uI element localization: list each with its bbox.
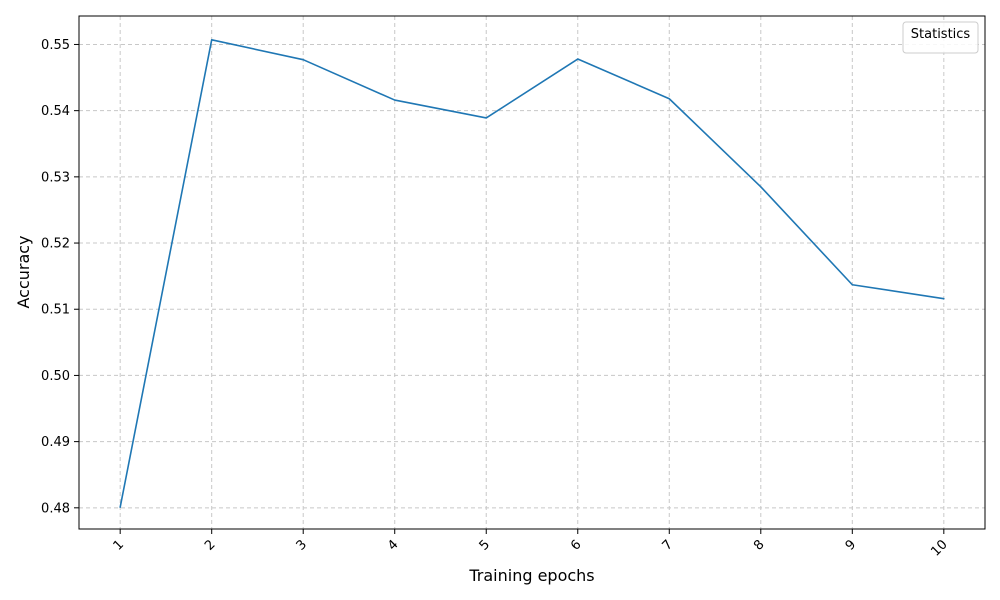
y-tick-label: 0.52 bbox=[41, 237, 70, 252]
x-tick-label: 4 bbox=[385, 537, 401, 553]
legend: Statistics bbox=[902, 21, 979, 54]
x-tick-label: 2 bbox=[202, 537, 218, 553]
y-tick-label: 0.50 bbox=[41, 369, 70, 384]
series-line bbox=[119, 39, 945, 508]
y-axis-label: Accuracy bbox=[14, 235, 33, 308]
y-tick-label: 0.51 bbox=[41, 303, 70, 318]
legend-box bbox=[902, 21, 979, 54]
y-tick-label: 0.48 bbox=[41, 501, 70, 516]
x-tick-label: 10 bbox=[928, 537, 950, 559]
y-tick-label: 0.53 bbox=[41, 170, 70, 185]
x-tick-label: 9 bbox=[843, 537, 859, 553]
plot-frame bbox=[78, 15, 986, 530]
x-tick-label: 6 bbox=[568, 537, 584, 553]
y-tick-label: 0.55 bbox=[41, 38, 70, 53]
y-tick-label: 0.49 bbox=[41, 435, 70, 450]
series-layer bbox=[119, 39, 945, 508]
legend-title: Statistics bbox=[911, 27, 971, 42]
grid-layer bbox=[79, 16, 985, 529]
x-tick-label: 8 bbox=[751, 537, 767, 553]
tick-layer: 1 2 3 4 5 6 7 8 9 10 0.48 0.49 0.50 0.51 0.52 0.53 0.54 0… bbox=[41, 38, 951, 560]
x-tick-label: 3 bbox=[294, 537, 310, 553]
x-tick-label: 5 bbox=[477, 537, 493, 553]
x-tick-label: 1 bbox=[111, 537, 127, 553]
x-tick-label: 7 bbox=[660, 537, 676, 553]
x-axis-label: Training epochs bbox=[468, 566, 594, 585]
y-tick-label: 0.54 bbox=[41, 104, 70, 119]
